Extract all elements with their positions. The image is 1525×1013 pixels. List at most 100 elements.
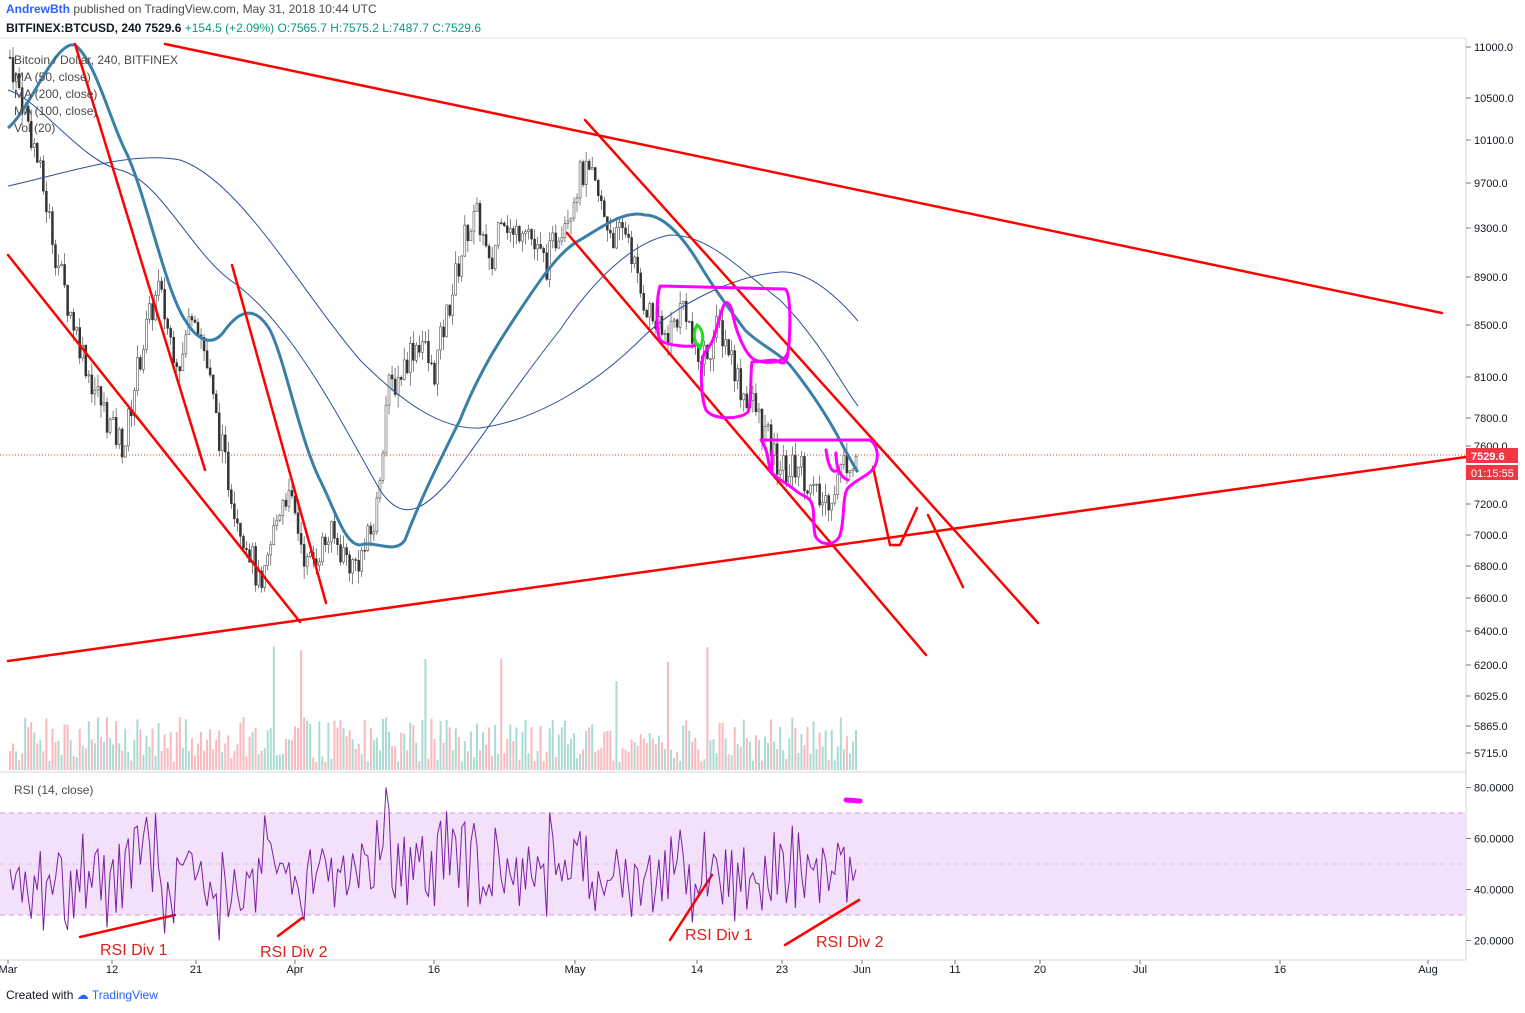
- volume-bar: [142, 754, 145, 770]
- candle-body: [354, 559, 357, 561]
- drop-line-1: [73, 42, 207, 472]
- volume-bar: [433, 739, 436, 770]
- candle-body: [660, 316, 664, 335]
- candle-body: [17, 73, 21, 88]
- volume-bar: [303, 717, 306, 770]
- volume-bar: [633, 742, 636, 770]
- volume-bar: [818, 732, 821, 770]
- volume-bar: [700, 761, 703, 770]
- candle-body: [851, 468, 855, 471]
- candle-body: [390, 374, 394, 380]
- volume-bar: [703, 759, 706, 770]
- candle-body: [87, 374, 91, 377]
- candle-body: [521, 233, 524, 242]
- volume-bar: [800, 733, 803, 770]
- candle-body: [45, 190, 48, 213]
- price-tick-label: 9700.0: [1474, 178, 1508, 190]
- volume-bar: [767, 742, 770, 770]
- volume-bar: [733, 727, 736, 770]
- volume-bar: [66, 724, 69, 770]
- volume-bar: [254, 727, 257, 770]
- volume-bar: [409, 722, 412, 770]
- candle-body: [466, 224, 470, 242]
- tradingview-link[interactable]: TradingView: [91, 988, 158, 1002]
- volume-bar: [87, 721, 90, 770]
- candle-body: [327, 541, 330, 545]
- candle-body: [142, 349, 145, 370]
- candle-body: [469, 230, 473, 242]
- author-name[interactable]: AndrewBth: [6, 2, 70, 16]
- legend-ma200: MA (200, close): [14, 87, 97, 101]
- candle-body: [148, 303, 151, 320]
- rsi-div-line-1: [78, 913, 177, 939]
- volume-bar: [230, 757, 233, 770]
- volume-bar: [560, 727, 563, 770]
- volume-bar: [685, 720, 688, 770]
- candle-body: [809, 484, 812, 494]
- candle-body: [681, 300, 685, 304]
- volume-bar: [824, 730, 827, 770]
- price-tick-label: 9300.0: [1474, 223, 1508, 235]
- volume-bar: [93, 743, 96, 770]
- candle-body: [308, 552, 312, 557]
- volume-bar: [203, 750, 206, 770]
- symbol-label: BITFINEX:BTCUSD, 240: [6, 21, 142, 35]
- volume-bar: [718, 722, 721, 770]
- candle-body: [11, 57, 15, 83]
- volume-bar: [127, 751, 130, 770]
- long-support-line: [6, 455, 1468, 663]
- volume-bar: [318, 721, 321, 770]
- highlight-marks: [655, 284, 879, 804]
- volume-bar: [503, 753, 506, 770]
- candle-body: [36, 142, 39, 163]
- volume-bar: [663, 749, 666, 770]
- volume-bar: [521, 732, 524, 770]
- rsi-tick-label: 20.0000: [1474, 936, 1514, 948]
- volume-bar: [69, 740, 72, 770]
- annotation-rsi-div2-a: RSI Div 2: [260, 944, 328, 961]
- candle-body: [384, 404, 388, 454]
- price-candles: [8, 47, 858, 593]
- candle-body: [512, 228, 515, 235]
- candle-body: [275, 519, 279, 526]
- price-tick-label: 7200.0: [1474, 499, 1508, 511]
- volume-bar: [360, 754, 363, 770]
- candle-body: [351, 559, 354, 574]
- volume-bar: [248, 736, 251, 770]
- candle-body: [627, 233, 630, 238]
- volume-bar: [845, 736, 848, 770]
- volume-bar: [321, 756, 324, 770]
- projection-path-2: [926, 513, 965, 589]
- candle-body: [460, 255, 464, 277]
- candle-body: [260, 570, 263, 588]
- candle-body: [120, 428, 124, 458]
- volume-bar: [569, 738, 572, 770]
- candle-body: [590, 167, 594, 170]
- candle-body: [724, 339, 727, 347]
- volume-bar: [287, 739, 290, 770]
- volume-bar: [136, 719, 139, 770]
- candle-body: [709, 358, 712, 361]
- volume-bar: [284, 739, 287, 770]
- candle-body: [224, 434, 227, 453]
- volume-bar: [166, 748, 169, 770]
- price-tick-label: 10500.0: [1474, 93, 1514, 105]
- volume-bar: [412, 724, 415, 770]
- candle-body: [54, 244, 57, 268]
- candle-body: [190, 316, 194, 321]
- volume-bar: [178, 717, 181, 770]
- volume-bar: [424, 659, 427, 770]
- volume-bar: [275, 755, 278, 770]
- price-tick-label: 11000.0: [1474, 42, 1513, 54]
- volume-bar: [442, 742, 445, 770]
- candle-body: [794, 454, 797, 478]
- candle-body: [405, 359, 409, 374]
- volume-bar: [591, 724, 594, 770]
- highlight-hook-1: [824, 448, 840, 473]
- candle-body: [454, 263, 457, 296]
- candle-body: [609, 229, 612, 234]
- price-tick-label: 6400.0: [1474, 626, 1508, 638]
- volume-bar: [833, 760, 836, 770]
- volume-bar: [848, 753, 851, 770]
